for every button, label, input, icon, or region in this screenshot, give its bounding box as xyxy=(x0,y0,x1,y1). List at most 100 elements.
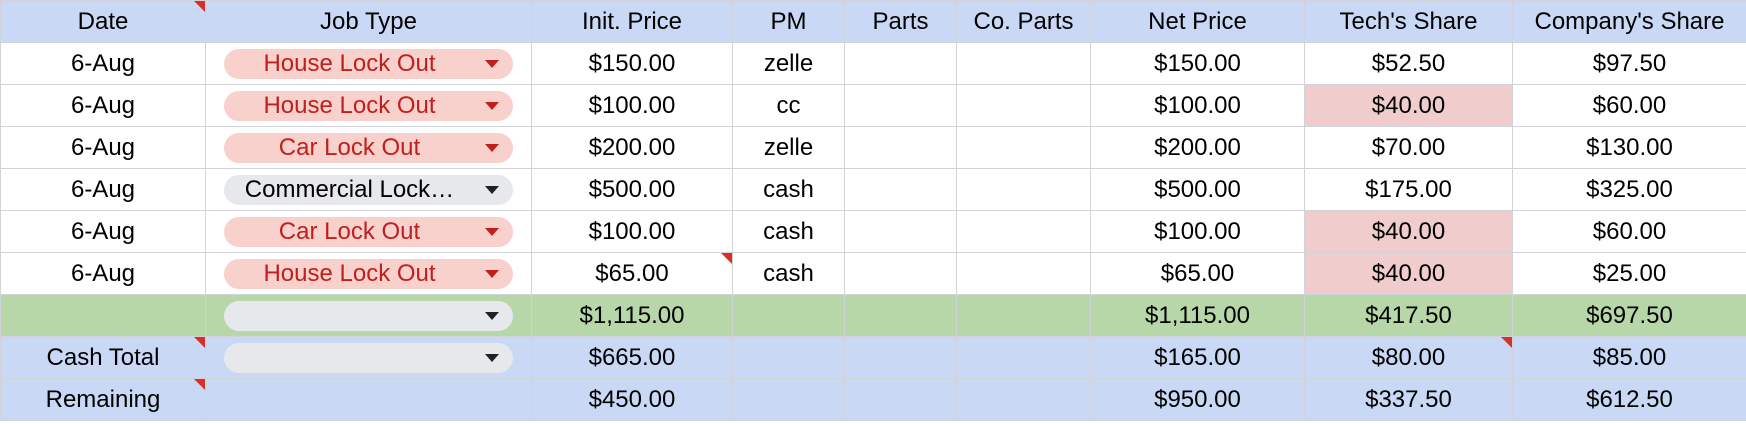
cell-co-parts[interactable] xyxy=(956,294,1091,337)
caret-down-icon[interactable] xyxy=(485,59,499,68)
caret-down-icon[interactable] xyxy=(485,227,499,236)
cell-net-price[interactable]: $100.00 xyxy=(1090,84,1305,127)
cell-techs-share[interactable]: $40.00 xyxy=(1304,84,1513,127)
cell-parts[interactable] xyxy=(844,168,957,211)
cell-techs-share[interactable]: $40.00 xyxy=(1304,210,1513,253)
caret-down-icon[interactable] xyxy=(485,143,499,152)
cell-job-type[interactable]: Car Lock Out xyxy=(205,210,532,253)
cell-parts[interactable] xyxy=(844,126,957,169)
cell-init-price[interactable]: $100.00 xyxy=(531,210,733,253)
job-type-dropdown[interactable]: House Lock Out xyxy=(224,48,513,79)
header-companys-share[interactable]: Company's Share xyxy=(1512,0,1746,43)
cell-pm[interactable]: cash xyxy=(732,168,845,211)
cell-init-price[interactable]: $500.00 xyxy=(531,168,733,211)
cell-net-price[interactable]: $150.00 xyxy=(1090,42,1305,85)
cell-date[interactable]: 6-Aug xyxy=(0,126,206,169)
cell-companys-share[interactable]: $325.00 xyxy=(1512,168,1746,211)
cell-init-price[interactable]: $665.00 xyxy=(531,336,733,379)
header-net-price[interactable]: Net Price xyxy=(1090,0,1305,43)
cell-pm[interactable]: zelle xyxy=(732,126,845,169)
cell-init-price[interactable]: $200.00 xyxy=(531,126,733,169)
cell-init-price[interactable]: $1,115.00 xyxy=(531,294,733,337)
cell-co-parts[interactable] xyxy=(956,378,1091,421)
cell-techs-share[interactable]: $70.00 xyxy=(1304,126,1513,169)
cell-job-type[interactable]: House Lock Out xyxy=(205,84,532,127)
cell-date[interactable]: Cash Total xyxy=(0,336,206,379)
cell-co-parts[interactable] xyxy=(956,42,1091,85)
job-type-dropdown[interactable]: House Lock Out xyxy=(224,90,513,121)
cell-parts[interactable] xyxy=(844,42,957,85)
cell-job-type[interactable]: House Lock Out xyxy=(205,252,532,295)
cell-date[interactable]: 6-Aug xyxy=(0,252,206,295)
cell-techs-share[interactable]: $80.00 xyxy=(1304,336,1513,379)
cell-co-parts[interactable] xyxy=(956,126,1091,169)
cell-net-price[interactable]: $200.00 xyxy=(1090,126,1305,169)
header-co-parts[interactable]: Co. Parts xyxy=(956,0,1091,43)
cell-init-price[interactable]: $150.00 xyxy=(531,42,733,85)
caret-down-icon[interactable] xyxy=(485,311,499,320)
cell-date[interactable]: 6-Aug xyxy=(0,210,206,253)
cell-net-price[interactable]: $950.00 xyxy=(1090,378,1305,421)
job-type-dropdown[interactable]: Commercial Lock… xyxy=(224,174,513,205)
cell-job-type[interactable] xyxy=(205,378,532,421)
cell-pm[interactable] xyxy=(732,336,845,379)
cell-techs-share[interactable]: $175.00 xyxy=(1304,168,1513,211)
cell-companys-share[interactable]: $85.00 xyxy=(1512,336,1746,379)
cell-pm[interactable] xyxy=(732,294,845,337)
cell-pm[interactable] xyxy=(732,378,845,421)
job-type-dropdown[interactable]: Car Lock Out xyxy=(224,132,513,163)
caret-down-icon[interactable] xyxy=(485,353,499,362)
cell-net-price[interactable]: $100.00 xyxy=(1090,210,1305,253)
caret-down-icon[interactable] xyxy=(485,269,499,278)
cell-companys-share[interactable]: $25.00 xyxy=(1512,252,1746,295)
cell-net-price[interactable]: $165.00 xyxy=(1090,336,1305,379)
cell-date[interactable]: 6-Aug xyxy=(0,168,206,211)
cell-techs-share[interactable]: $40.00 xyxy=(1304,252,1513,295)
cell-net-price[interactable]: $1,115.00 xyxy=(1090,294,1305,337)
header-job-type[interactable]: Job Type xyxy=(205,0,532,43)
cell-companys-share[interactable]: $697.50 xyxy=(1512,294,1746,337)
caret-down-icon[interactable] xyxy=(485,185,499,194)
cell-co-parts[interactable] xyxy=(956,84,1091,127)
cell-companys-share[interactable]: $612.50 xyxy=(1512,378,1746,421)
cell-companys-share[interactable]: $60.00 xyxy=(1512,84,1746,127)
cell-date[interactable]: Remaining xyxy=(0,378,206,421)
cell-init-price[interactable]: $65.00 xyxy=(531,252,733,295)
cell-parts[interactable] xyxy=(844,84,957,127)
cell-co-parts[interactable] xyxy=(956,210,1091,253)
cell-net-price[interactable]: $500.00 xyxy=(1090,168,1305,211)
cell-companys-share[interactable]: $130.00 xyxy=(1512,126,1746,169)
cell-init-price[interactable]: $450.00 xyxy=(531,378,733,421)
cell-job-type[interactable] xyxy=(205,294,532,337)
job-type-dropdown[interactable]: Car Lock Out xyxy=(224,216,513,247)
cell-techs-share[interactable]: $52.50 xyxy=(1304,42,1513,85)
cell-job-type[interactable]: Car Lock Out xyxy=(205,126,532,169)
header-parts[interactable]: Parts xyxy=(844,0,957,43)
cell-pm[interactable]: zelle xyxy=(732,42,845,85)
cell-pm[interactable]: cc xyxy=(732,84,845,127)
header-pm[interactable]: PM xyxy=(732,0,845,43)
cell-parts[interactable] xyxy=(844,210,957,253)
cell-techs-share[interactable]: $337.50 xyxy=(1304,378,1513,421)
cell-pm[interactable]: cash xyxy=(732,252,845,295)
cell-companys-share[interactable]: $97.50 xyxy=(1512,42,1746,85)
cell-job-type[interactable]: House Lock Out xyxy=(205,42,532,85)
cell-net-price[interactable]: $65.00 xyxy=(1090,252,1305,295)
cell-date[interactable] xyxy=(0,294,206,337)
header-techs-share[interactable]: Tech's Share xyxy=(1304,0,1513,43)
cell-job-type[interactable]: Commercial Lock… xyxy=(205,168,532,211)
cell-co-parts[interactable] xyxy=(956,336,1091,379)
job-type-dropdown[interactable] xyxy=(224,300,513,331)
cell-date[interactable]: 6-Aug xyxy=(0,42,206,85)
header-init-price[interactable]: Init. Price xyxy=(531,0,733,43)
cell-techs-share[interactable]: $417.50 xyxy=(1304,294,1513,337)
cell-parts[interactable] xyxy=(844,252,957,295)
job-type-dropdown[interactable]: House Lock Out xyxy=(224,258,513,289)
job-type-dropdown[interactable] xyxy=(224,342,513,373)
cell-co-parts[interactable] xyxy=(956,252,1091,295)
caret-down-icon[interactable] xyxy=(485,101,499,110)
cell-parts[interactable] xyxy=(844,294,957,337)
cell-co-parts[interactable] xyxy=(956,168,1091,211)
cell-date[interactable]: 6-Aug xyxy=(0,84,206,127)
cell-init-price[interactable]: $100.00 xyxy=(531,84,733,127)
